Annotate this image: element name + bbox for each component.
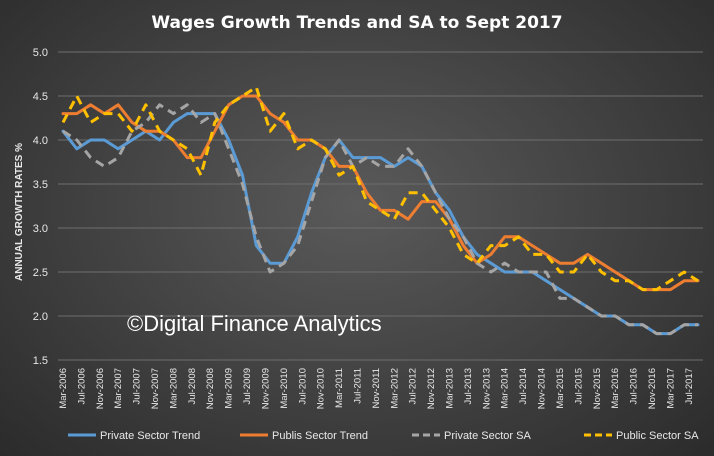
series-lines	[61, 85, 700, 336]
x-tick-label: Jul-2009	[242, 368, 253, 404]
x-tick-label: Mar-2012	[389, 368, 400, 409]
y-axis-ticks: 1.5 2.0 2.5 3.0 3.5 4.0 4.5 5.0	[33, 47, 48, 367]
x-tick-label: Mar-2014	[500, 368, 511, 409]
x-tick-label: Mar-2008	[168, 368, 179, 409]
series-line-2	[61, 94, 700, 292]
legend-label: Public Sector SA	[616, 430, 699, 442]
x-tick-label: Jul-2007	[132, 368, 143, 404]
y-axis-label: ANNUAL GROWTH RATES %	[14, 143, 25, 281]
x-tick-label: Jul-2013	[463, 368, 474, 404]
legend-label: Publis Sector Trend	[272, 430, 368, 442]
watermark-text: ©Digital Finance Analytics	[127, 311, 382, 336]
x-tick-label: Nov-2007	[150, 368, 161, 409]
x-tick-label: Jul-2008	[187, 368, 198, 404]
chart-title: Wages Growth Trends and SA to Sept 2017	[151, 13, 562, 33]
x-tick-label: Nov-2011	[371, 368, 382, 409]
x-tick-label: Jul-2017	[684, 368, 695, 404]
series-line-3	[62, 103, 698, 336]
x-tick-label: Mar-2017	[665, 368, 676, 409]
x-tick-label: Jul-2015	[573, 368, 584, 404]
series-line-4	[61, 85, 699, 292]
legend-label: Private Sector Trend	[100, 430, 200, 442]
y-tick-label: 4.5	[33, 91, 48, 103]
x-tick-label: Nov-2010	[316, 368, 327, 409]
y-tick-label: 1.5	[33, 355, 48, 367]
x-axis-ticks: Mar-2006 Jul-2006 Nov-2006 Mar-2007 Jul-2007…	[58, 368, 695, 409]
y-tick-label: 5.0	[33, 47, 48, 59]
x-tick-label: Jul-2016	[629, 368, 640, 404]
x-tick-label: Nov-2013	[481, 368, 492, 409]
x-tick-label: Jul-2012	[408, 368, 419, 404]
x-tick-label: Nov-2016	[647, 368, 658, 409]
x-tick-label: Nov-2012	[426, 368, 437, 409]
x-tick-label: Mar-2006	[58, 368, 69, 409]
y-tick-label: 3.5	[33, 179, 48, 191]
y-tick-label: 3.0	[33, 223, 48, 235]
series-line-1	[61, 112, 700, 336]
y-tick-label: 2.5	[33, 267, 48, 279]
x-tick-label: Mar-2016	[610, 368, 621, 409]
x-tick-label: Mar-2010	[279, 368, 290, 409]
x-tick-label: Mar-2011	[334, 368, 345, 408]
x-tick-label: Jul-2011	[352, 368, 363, 404]
x-tick-label: Jul-2014	[518, 368, 529, 404]
x-tick-label: Mar-2009	[224, 368, 235, 409]
x-tick-label: Nov-2015	[592, 368, 603, 409]
x-tick-label: Mar-2007	[113, 368, 124, 409]
x-tick-label: Mar-2013	[445, 368, 456, 409]
x-tick-label: Nov-2009	[260, 368, 271, 409]
legend-label: Private Sector SA	[444, 430, 531, 442]
x-tick-label: Jul-2010	[297, 368, 308, 404]
x-tick-label: Jul-2006	[76, 368, 87, 404]
x-tick-label: Nov-2006	[95, 368, 106, 409]
x-tick-label: Mar-2015	[555, 368, 566, 409]
gridlines	[58, 51, 703, 361]
y-tick-label: 4.0	[33, 135, 48, 147]
legend: Private Sector Trend Publis Sector Trend P…	[68, 430, 699, 442]
x-tick-label: Nov-2014	[537, 368, 548, 409]
x-tick-label: Nov-2008	[205, 368, 216, 409]
y-tick-label: 2.0	[33, 311, 48, 323]
